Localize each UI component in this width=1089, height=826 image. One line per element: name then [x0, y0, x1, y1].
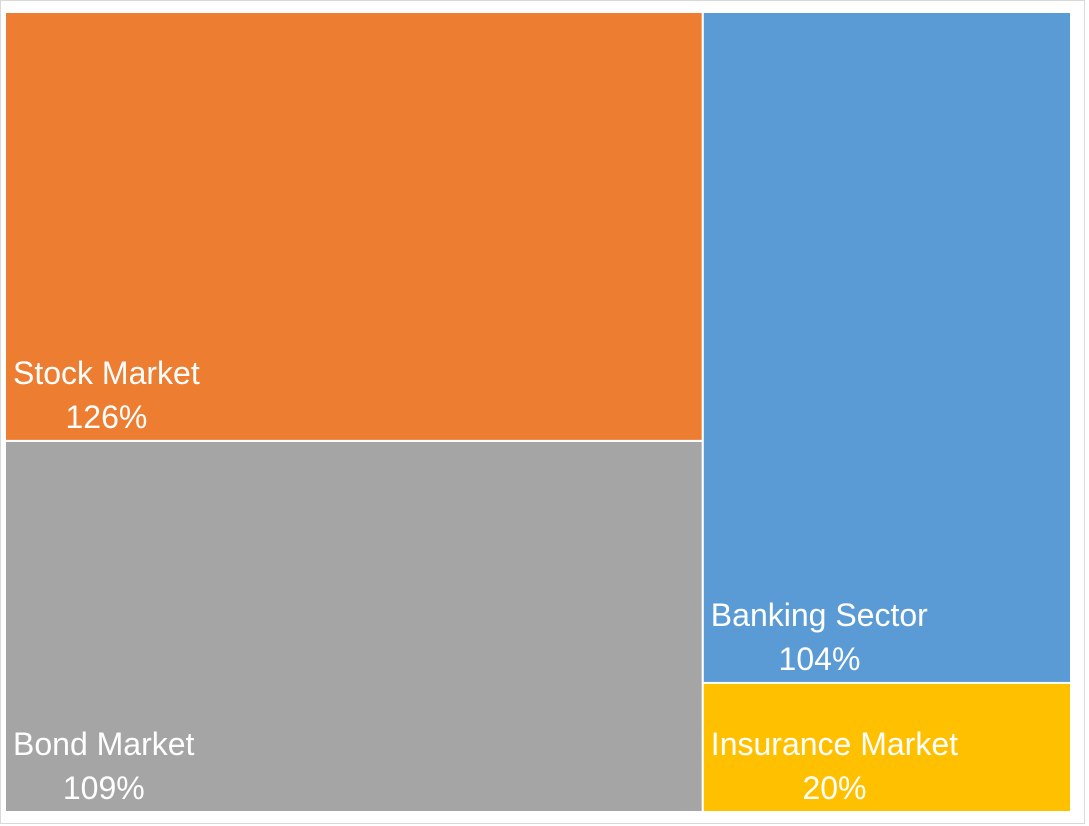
tile-label: Stock Market [13, 355, 200, 391]
treemap-tile [4, 11, 704, 442]
tile-value-label: 126% [65, 399, 147, 435]
tile-value-label: 20% [802, 770, 866, 806]
tile-label: Insurance Market [711, 726, 958, 762]
tile-value-label: 104% [779, 641, 861, 677]
treemap-tile [4, 439, 704, 813]
tile-label: Banking Sector [711, 597, 928, 633]
treemap-tile [701, 11, 1072, 684]
tile-label: Bond Market [13, 726, 195, 762]
treemap-tile [701, 681, 1072, 813]
tile-value-label: 109% [63, 770, 145, 806]
